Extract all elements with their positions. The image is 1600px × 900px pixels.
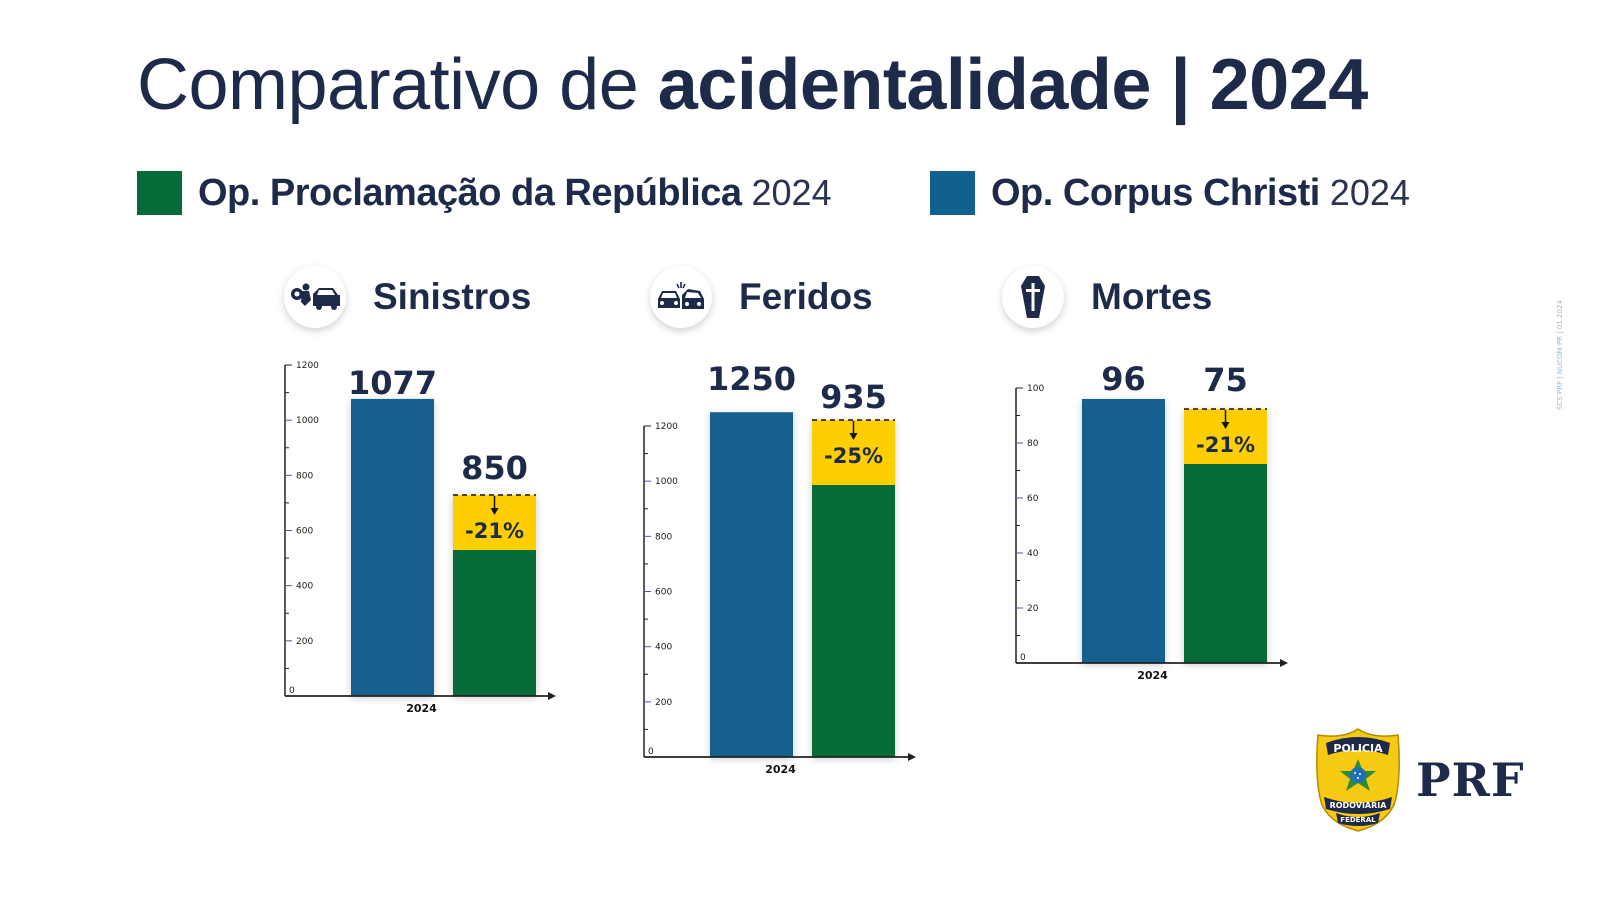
reduction-percent: -21% — [1196, 433, 1255, 457]
x-axis-arrow — [1280, 659, 1288, 667]
y-tick-label: 40 — [1027, 549, 1039, 559]
car-collision-icon — [650, 266, 712, 328]
y-tick-label: 1000 — [296, 416, 319, 426]
bar-proclamacao — [812, 485, 895, 757]
value-label-proclamacao: 850 — [461, 449, 528, 487]
category-header-feridos: Feridos — [650, 265, 873, 329]
car-crash-icon — [284, 266, 346, 328]
y-tick-label: 80 — [1027, 439, 1039, 449]
title-bold: acidentalidade | 2024 — [657, 45, 1369, 125]
value-label-corpus-christi: 1077 — [348, 364, 437, 402]
category-label: Sinistros — [373, 276, 532, 317]
x-tick-label: 2024 — [1137, 669, 1168, 682]
value-label-corpus-christi: 1250 — [707, 360, 796, 398]
legend-label: Op. Proclamação da República — [198, 171, 742, 214]
y-tick-label: 20 — [1027, 604, 1039, 614]
y-tick-label: 0 — [1020, 653, 1026, 663]
legend-label: Op. Corpus Christi — [991, 171, 1320, 214]
category-label: Mortes — [1091, 276, 1213, 317]
reduction-percent: -25% — [824, 444, 883, 468]
coffin-icon — [1002, 266, 1064, 328]
side-note: SCS PRF | NUCOM PR | 01.2024 — [1556, 300, 1564, 410]
bar-corpus-christi — [351, 398, 434, 696]
prf-logo: POLICIA RODOVIÁRIA FEDERAL PRF — [1314, 727, 1524, 833]
prf-wordmark: PRF — [1416, 753, 1525, 807]
value-label-corpus-christi: 96 — [1101, 360, 1146, 398]
y-tick-label: 0 — [648, 747, 654, 757]
y-tick-label: 60 — [1027, 494, 1039, 504]
legend-year: 2024 — [751, 172, 832, 213]
badge-top-text: POLICIA — [1333, 742, 1383, 755]
down-arrow-head — [490, 508, 499, 515]
y-tick-label: 200 — [655, 698, 672, 708]
y-tick-label: 600 — [296, 527, 313, 537]
x-axis-arrow — [548, 692, 556, 700]
y-tick-label: 1200 — [296, 361, 319, 371]
y-tick-label: 1200 — [655, 422, 678, 432]
y-tick-label: 600 — [655, 588, 672, 598]
down-arrow-head — [1221, 422, 1230, 429]
bar-proclamacao — [1184, 464, 1267, 663]
prf-badge-icon: POLICIA RODOVIÁRIA FEDERAL — [1316, 728, 1400, 832]
legend-item-corpus-christi: Op. Corpus Christi 2024 — [930, 170, 1410, 216]
category-label: Feridos — [739, 276, 873, 317]
page-title: Comparativo de acidentalidade | 2024 — [137, 42, 1368, 128]
badge-bottom-text-2: FEDERAL — [1340, 816, 1376, 824]
y-tick-label: 200 — [296, 637, 313, 647]
y-tick-label: 1000 — [655, 477, 678, 487]
bar-corpus-christi — [1082, 399, 1165, 663]
y-tick-label: 100 — [1027, 384, 1044, 394]
legend-year: 2024 — [1329, 172, 1410, 213]
badge-bottom-text: RODOVIÁRIA — [1330, 799, 1388, 810]
y-tick-label: 0 — [289, 686, 295, 696]
title-light: Comparativo de — [137, 45, 658, 125]
legend-swatch-blue — [930, 171, 975, 215]
reduction-percent: -21% — [465, 519, 524, 543]
y-tick-label: 400 — [296, 582, 313, 592]
x-axis-arrow — [908, 753, 916, 761]
value-label-proclamacao: 935 — [820, 378, 887, 416]
value-label-proclamacao: 75 — [1203, 361, 1248, 399]
y-tick-label: 400 — [655, 643, 672, 653]
down-arrow-head — [849, 433, 858, 440]
bar-corpus-christi — [710, 412, 793, 757]
legend-item-proclamacao: Op. Proclamação da República 2024 — [137, 170, 832, 216]
bar-proclamacao — [453, 550, 536, 696]
category-header-mortes: Mortes — [1002, 265, 1212, 329]
y-tick-label: 800 — [296, 471, 313, 481]
category-header-sinistros: Sinistros — [284, 265, 531, 329]
x-tick-label: 2024 — [406, 702, 437, 715]
x-tick-label: 2024 — [765, 763, 796, 776]
legend-swatch-green — [137, 171, 182, 215]
y-tick-label: 800 — [655, 532, 672, 542]
